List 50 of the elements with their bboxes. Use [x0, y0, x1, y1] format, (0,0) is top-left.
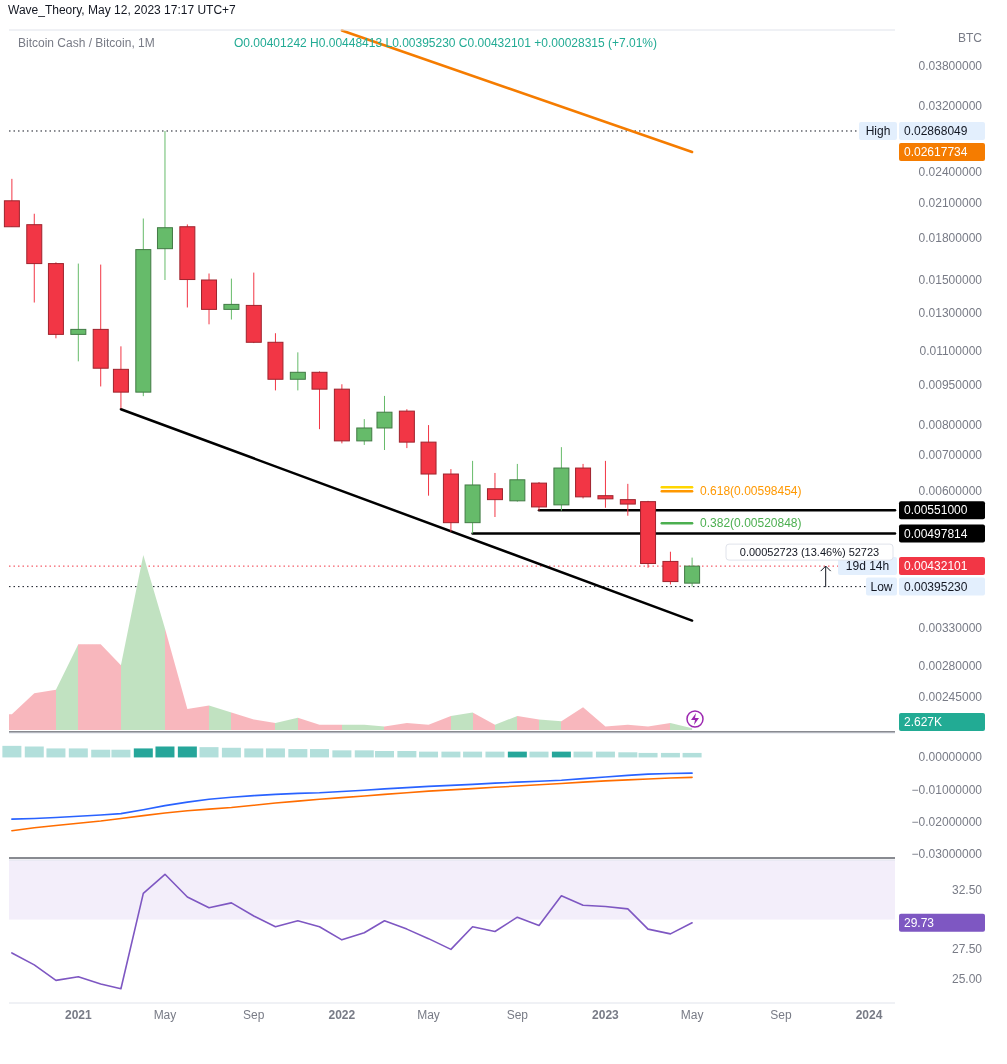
y-tick-label: 0.00280000: [918, 658, 983, 673]
x-tick-label: Sep: [243, 1008, 265, 1022]
y-tick-label: 0.00950000: [918, 378, 983, 393]
x-tick-label: May: [680, 1008, 704, 1022]
y-tick-label: 0.00600000: [918, 483, 983, 498]
series-label: 0.382(0.00520848): [700, 516, 802, 531]
x-tick-label: May: [417, 1008, 440, 1022]
x-tick-label: 2023: [592, 1008, 620, 1022]
y-tick-label: 0.02100000: [918, 195, 983, 210]
series-label: 0.618(0.00598454): [700, 484, 802, 499]
y-tick-label: 0.00245000: [918, 689, 983, 704]
annotation: 0.00052723 (13.46%) 52723: [739, 546, 880, 559]
y-tick-label: 0.01500000: [918, 273, 983, 287]
x-tick-label: Sep: [770, 1008, 792, 1022]
y-tick-label: 0.03800000: [918, 59, 983, 74]
x-tick-label: 2024: [855, 1008, 883, 1022]
y-tick-label: 0.00700000: [918, 448, 983, 463]
text: 0.00432101: [904, 559, 968, 574]
text: 0.02617734: [904, 144, 968, 159]
y-tick-label: −0.01000000: [911, 782, 983, 797]
text: Bitcoin Cash / Bitcoin, 1M: [18, 36, 155, 50]
x-tick-label: Sep: [506, 1008, 529, 1022]
y-tick-label: 25.00: [951, 972, 983, 987]
text: 2.627K: [904, 715, 943, 729]
text: 29.73: [904, 915, 935, 930]
y-tick-label: 0.00330000: [918, 621, 983, 636]
y-tick-label: 0.03200000: [918, 98, 983, 113]
y-tick-label: 0.00800000: [918, 417, 983, 432]
y-tick-label: 32.50: [951, 882, 983, 897]
y-tick-label: 0.01300000: [918, 305, 983, 320]
text: O0.00401242 H0.00448413 L0.00395230 C0.00432101 +0.00028315 (+7.01%): [234, 36, 658, 50]
y-tick-label: 0.01800000: [918, 231, 983, 246]
ref-line-label: 19d 14h: [845, 559, 890, 574]
x-tick-label: 2021: [64, 1008, 92, 1022]
text: 0.00395230: [904, 579, 968, 594]
data-label: 0.00497814: [904, 526, 968, 541]
ref-line-label: Low: [870, 579, 893, 594]
x-tick-label: May: [153, 1008, 177, 1022]
y-tick-label: −0.03000000: [911, 846, 983, 861]
y-tick-label: 0.00000000: [918, 750, 983, 765]
text: Wave_Theory, May 12, 2023 17:17 UTC+7: [8, 3, 237, 17]
y-tick-label: 0.01100000: [919, 344, 983, 359]
x-tick-label: 2022: [328, 1008, 356, 1022]
y-tick-label: 0.02400000: [918, 164, 983, 179]
data-label: 0.00551000: [904, 503, 968, 518]
text: 0.02868049: [904, 123, 968, 138]
y-tick-label: −0.02000000: [911, 814, 983, 829]
y-tick-label: 27.50: [951, 942, 983, 957]
y-axis-title: BTC: [958, 31, 983, 45]
ref-line-label: High: [865, 123, 891, 138]
